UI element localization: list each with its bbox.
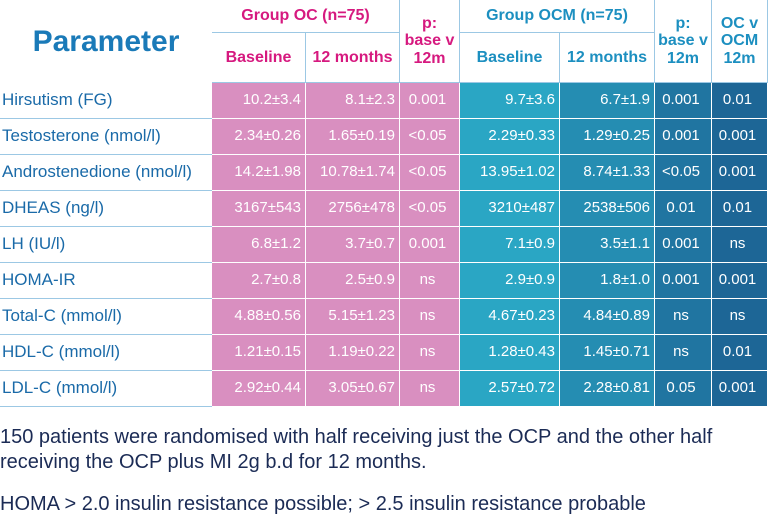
cell: 3210±487 <box>460 191 560 227</box>
header-line: p: <box>421 14 438 32</box>
group-header: Group OCM (n=75) <box>460 0 655 33</box>
cell: 3.5±1.1 <box>560 227 655 263</box>
row-label: LDL-C (mmol/l) <box>0 371 212 407</box>
cell: 7.1±0.9 <box>460 227 560 263</box>
header-line: base v <box>658 32 708 50</box>
cell: 2.9±0.9 <box>460 263 560 299</box>
header-line: p: <box>675 14 691 32</box>
cell: 1.29±0.25 <box>560 119 655 155</box>
header-line: OCM <box>720 32 759 50</box>
cell: 0.001 <box>400 227 460 263</box>
cell: 10.2±3.4 <box>212 83 306 119</box>
header-line: 12m <box>666 49 700 67</box>
cell: 1.19±0.22 <box>306 335 400 371</box>
cell: 0.001 <box>712 263 768 299</box>
cell: ns <box>400 335 460 371</box>
cell: 4.67±0.23 <box>460 299 560 335</box>
row-label: Testosterone (nmol/l) <box>0 119 212 155</box>
cell: 1.8±1.0 <box>560 263 655 299</box>
cell: 3.7±0.7 <box>306 227 400 263</box>
cell: 5.15±1.23 <box>306 299 400 335</box>
row-label: Androstenedione (nmol/l) <box>0 155 212 191</box>
cell: <0.05 <box>655 155 712 191</box>
cell: 0.001 <box>655 227 712 263</box>
cell: ns <box>655 299 712 335</box>
header-line: OC v <box>720 14 759 32</box>
subcolumn-header: 12 months <box>560 33 655 83</box>
cell: 2.34±0.26 <box>212 119 306 155</box>
cell: ns <box>712 299 768 335</box>
note: HOMA > 2.0 insulin resistance possible; … <box>0 493 646 515</box>
cell: 2.28±0.81 <box>560 371 655 407</box>
cell: 1.21±0.15 <box>212 335 306 371</box>
group-header: Group OC (n=75) <box>212 0 400 33</box>
cell: <0.05 <box>400 155 460 191</box>
header-line: base v <box>404 32 455 50</box>
cell: ns <box>400 263 460 299</box>
cell: ns <box>400 371 460 407</box>
subcolumn-header: Baseline <box>460 33 560 83</box>
cell: 3167±543 <box>212 191 306 227</box>
note: 150 patients were randomised with half r… <box>0 426 713 473</box>
p-header: OC v OCM 12m <box>712 0 768 83</box>
cell: 2.5±0.9 <box>306 263 400 299</box>
cell: 10.78±1.74 <box>306 155 400 191</box>
subcolumn-header: 12 months <box>306 33 400 83</box>
cell: 0.001 <box>712 119 768 155</box>
row-label: HDL-C (mmol/l) <box>0 335 212 371</box>
cell: 0.001 <box>712 155 768 191</box>
cell: <0.05 <box>400 119 460 155</box>
cell: 0.01 <box>712 335 768 371</box>
cell: ns <box>655 335 712 371</box>
cell: 13.95±1.02 <box>460 155 560 191</box>
cell: 2756±478 <box>306 191 400 227</box>
row-label: Total-C (mmol/l) <box>0 299 212 335</box>
cell: 0.001 <box>655 119 712 155</box>
cell: 6.7±1.9 <box>560 83 655 119</box>
row-label: LH (IU/l) <box>0 227 212 263</box>
subcolumn-header: Baseline <box>212 33 306 83</box>
cell: 0.001 <box>655 263 712 299</box>
cell: 0.001 <box>655 83 712 119</box>
title: Parameter <box>32 25 180 58</box>
cell: ns <box>712 227 768 263</box>
cell: <0.05 <box>400 191 460 227</box>
cell: 6.8±1.2 <box>212 227 306 263</box>
header-line: 12m <box>413 49 446 67</box>
row-label: Hirsutism (FG) <box>0 83 212 119</box>
cell: 0.01 <box>655 191 712 227</box>
cell: 8.74±1.33 <box>560 155 655 191</box>
row-label: HOMA-IR <box>0 263 212 299</box>
cell: 0.001 <box>712 371 768 407</box>
cell: 2538±506 <box>560 191 655 227</box>
p-header: p: base v 12m <box>655 0 712 83</box>
cell: 2.7±0.8 <box>212 263 306 299</box>
cell: 2.57±0.72 <box>460 371 560 407</box>
row-label: DHEAS (ng/l) <box>0 191 212 227</box>
p-header: p: base v 12m <box>400 0 460 83</box>
cell: 0.001 <box>400 83 460 119</box>
cell: 1.65±0.19 <box>306 119 400 155</box>
cell: 1.28±0.43 <box>460 335 560 371</box>
cell: 0.01 <box>712 191 768 227</box>
cell: 14.2±1.98 <box>212 155 306 191</box>
cell: 0.01 <box>712 83 768 119</box>
cell: 3.05±0.67 <box>306 371 400 407</box>
cell: 2.92±0.44 <box>212 371 306 407</box>
cell: 8.1±2.3 <box>306 83 400 119</box>
header-line: 12m <box>723 49 756 67</box>
cell: 1.45±0.71 <box>560 335 655 371</box>
cell: 9.7±3.6 <box>460 83 560 119</box>
cell: 2.29±0.33 <box>460 119 560 155</box>
cell: 0.05 <box>655 371 712 407</box>
cell: ns <box>400 299 460 335</box>
cell: 4.88±0.56 <box>212 299 306 335</box>
cell: 4.84±0.89 <box>560 299 655 335</box>
